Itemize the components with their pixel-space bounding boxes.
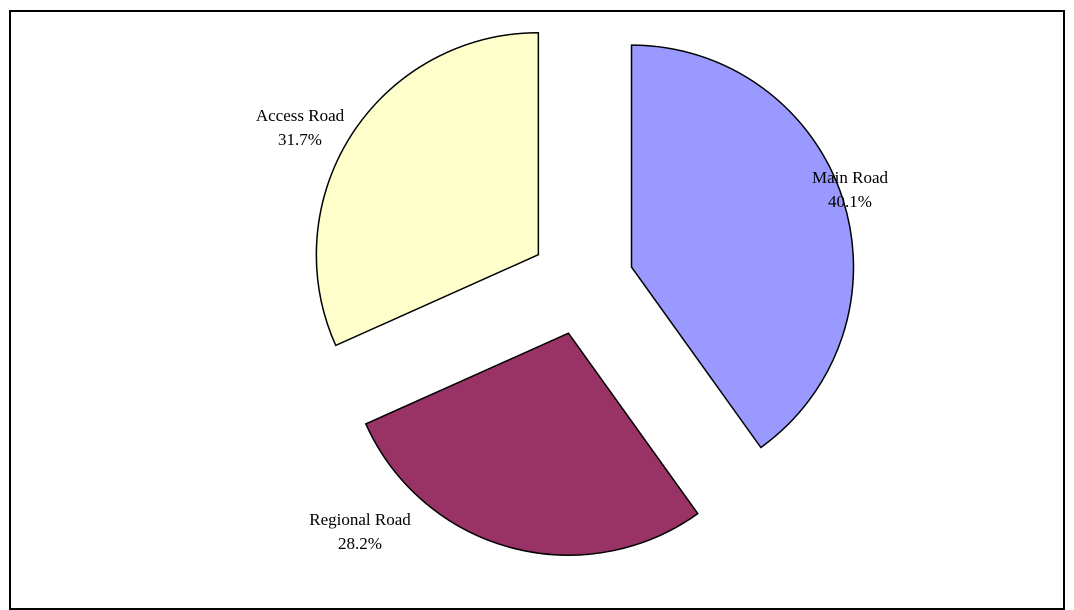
slice-label-main-road: Main Road: [812, 168, 889, 187]
slice-main-road: [630, 44, 855, 449]
slice-percent-main-road: 40.1%: [828, 192, 872, 211]
pie-chart: Main Road 40.1% Regional Road 28.2% Access R…: [256, 31, 889, 556]
slice-regional-road: [364, 332, 699, 556]
slice-percent-regional-road: 28.2%: [338, 534, 382, 553]
slice-percent-access-road: 31.7%: [278, 130, 322, 149]
slice-label-regional-road: Regional Road: [309, 510, 411, 529]
slice-label-access-road: Access Road: [256, 106, 345, 125]
slice-access-road: [315, 31, 540, 347]
